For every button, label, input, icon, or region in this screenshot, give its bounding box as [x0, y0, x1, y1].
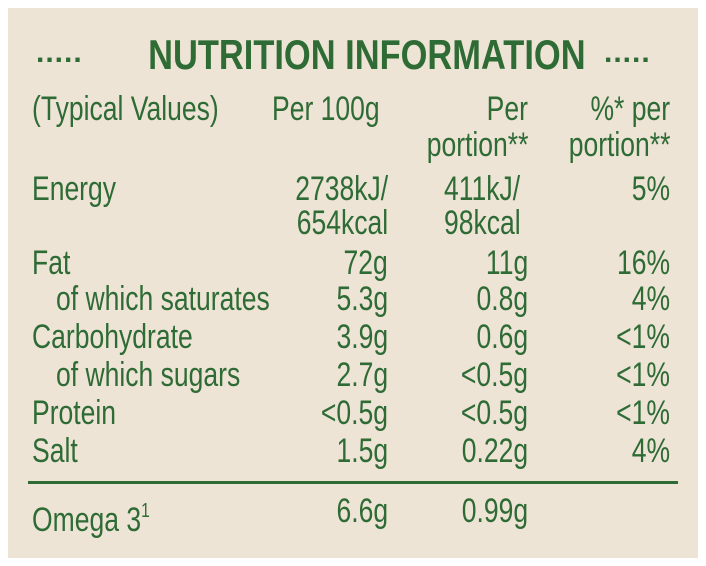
nutrition-panel: ..... NUTRITION INFORMATION ..... (Typic…: [8, 8, 698, 558]
energy-portion-kcal: 98kcal: [444, 204, 521, 242]
row-label: Carbohydrate: [32, 318, 193, 356]
row-label: Protein: [32, 394, 117, 432]
energy-per100-kcal: 654kcal: [296, 204, 388, 242]
row-per100: 2.7g: [336, 356, 388, 394]
row-label: Fat: [32, 244, 71, 282]
row-pct: 4%: [631, 432, 670, 470]
row-portion: <0.5g: [460, 394, 528, 432]
row-pct: 4%: [631, 280, 670, 318]
energy-per100-kj: 2738kJ/: [295, 170, 388, 208]
row-label: of which saturates: [56, 280, 270, 318]
energy-label: Energy: [32, 170, 117, 208]
row-portion: 0.22g: [461, 432, 528, 470]
header-typical-values: (Typical Values): [32, 90, 219, 128]
header-per-portion-2: portion**: [426, 126, 528, 164]
row-label: of which sugars: [56, 356, 241, 394]
header-pct-portion-2: portion**: [568, 126, 670, 164]
row-label: Salt: [32, 432, 78, 470]
row-per100: 3.9g: [336, 318, 388, 356]
row-portion: 0.8g: [476, 280, 528, 318]
header-pct-portion-1: %* per: [590, 90, 670, 128]
row-pct: <1%: [616, 356, 670, 394]
row-portion: <0.5g: [460, 356, 528, 394]
row-per100: 72g: [343, 244, 388, 282]
nutrition-title: NUTRITION INFORMATION: [148, 31, 586, 78]
row-pct: <1%: [616, 394, 670, 432]
title-dots-left: .....: [36, 36, 83, 69]
row-per100: 5.3g: [336, 280, 388, 318]
row-portion: 0.6g: [476, 318, 528, 356]
energy-pct: 5%: [631, 170, 670, 208]
row-per100: 1.5g: [336, 432, 388, 470]
header-per-portion-1: Per: [486, 90, 528, 128]
energy-portion-kj: 411kJ/: [444, 170, 521, 208]
omega-label-text: Omega 3: [32, 501, 142, 539]
row-pct: <1%: [616, 318, 670, 356]
omega-portion: 0.99g: [461, 492, 528, 530]
row-pct: 16%: [616, 244, 670, 282]
divider-rule: [28, 481, 678, 484]
title-bar: ..... NUTRITION INFORMATION .....: [8, 30, 698, 80]
header-per-100g: Per 100g: [272, 90, 380, 128]
omega-label: Omega 31: [32, 492, 150, 539]
row-portion: 11g: [485, 244, 528, 282]
omega-footnote-marker: 1: [141, 500, 150, 522]
title-dots-right: .....: [604, 36, 651, 69]
omega-per100: 6.6g: [336, 492, 388, 530]
row-per100: <0.5g: [320, 394, 388, 432]
